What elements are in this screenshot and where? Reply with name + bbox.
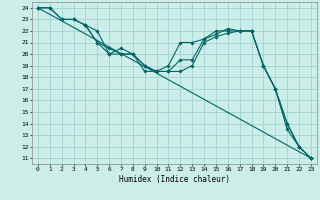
X-axis label: Humidex (Indice chaleur): Humidex (Indice chaleur): [119, 175, 230, 184]
